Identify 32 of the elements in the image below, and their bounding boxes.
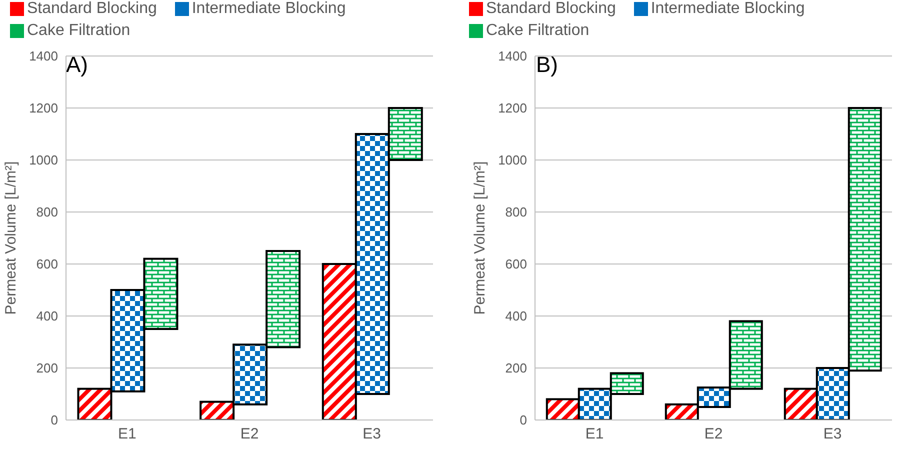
y-tick-label: 600 bbox=[505, 256, 527, 272]
y-tick-label: 1000 bbox=[498, 152, 527, 168]
x-tick-label: E1 bbox=[585, 426, 604, 443]
x-tick-label: E2 bbox=[240, 426, 259, 443]
y-tick-label: 1200 bbox=[29, 100, 58, 116]
y-tick-label: 200 bbox=[36, 360, 58, 376]
y-axis-title: Permeat Volume [L/m²] bbox=[471, 161, 488, 315]
legend-label: Standard Blocking bbox=[27, 0, 157, 18]
legend-label: Intermediate Blocking bbox=[192, 0, 346, 18]
x-tick-label: E1 bbox=[118, 426, 136, 443]
chart-title: A) bbox=[66, 52, 88, 78]
legend-label: Cake Filtration bbox=[486, 22, 590, 40]
y-axis-title: Permeat Volume [L/m²] bbox=[2, 161, 20, 315]
y-tick-label: 400 bbox=[36, 308, 58, 324]
y-tick-label: 400 bbox=[505, 308, 527, 324]
y-tick-label: 1000 bbox=[29, 152, 58, 168]
chart-title: B) bbox=[536, 52, 558, 78]
x-tick-label: E2 bbox=[704, 426, 723, 443]
legend-label: Intermediate Blocking bbox=[650, 0, 805, 18]
y-tick-label: 0 bbox=[50, 412, 58, 428]
y-tick-label: 800 bbox=[505, 204, 527, 220]
x-tick-label: E3 bbox=[362, 426, 382, 443]
y-tick-label: 1200 bbox=[498, 100, 527, 116]
y-tick-label: 200 bbox=[505, 360, 527, 376]
legend-label: Standard Blocking bbox=[486, 0, 616, 18]
y-tick-label: 800 bbox=[36, 204, 58, 220]
x-tick-label: E3 bbox=[823, 426, 842, 443]
y-tick-label: 0 bbox=[520, 412, 527, 428]
y-tick-label: 1400 bbox=[29, 48, 58, 64]
y-tick-label: 1400 bbox=[498, 48, 527, 64]
y-tick-label: 600 bbox=[36, 256, 58, 272]
legend-label: Cake Filtration bbox=[27, 22, 130, 40]
